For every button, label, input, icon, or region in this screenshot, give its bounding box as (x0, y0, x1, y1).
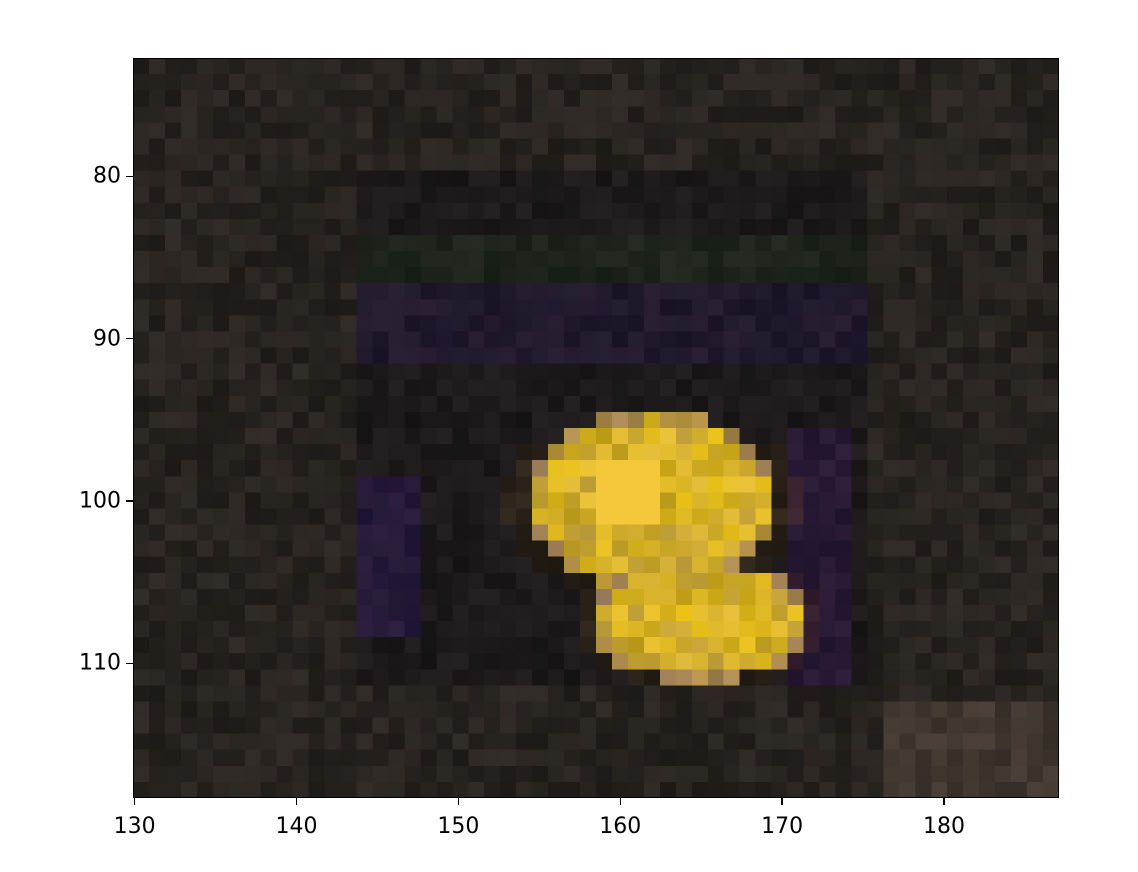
x-tick-mark (781, 798, 783, 805)
x-tick-mark (619, 798, 621, 805)
image-axes (133, 58, 1059, 798)
x-tick-label: 160 (599, 814, 642, 839)
x-tick-mark (295, 798, 298, 805)
y-tick-mark (126, 662, 133, 664)
x-tick-label: 170 (761, 814, 804, 839)
x-tick-label: 140 (275, 814, 318, 839)
y-tick-mark (126, 500, 133, 502)
y-tick-mark (126, 338, 133, 340)
x-tick-label: 130 (113, 814, 156, 839)
x-tick-mark (943, 798, 945, 805)
y-tick-label: 90 (93, 326, 121, 352)
pixelated-flower-image (133, 58, 1059, 798)
x-tick-mark (457, 798, 460, 805)
y-tick-label: 100 (79, 488, 121, 514)
x-tick-mark (133, 798, 136, 805)
y-tick-mark (126, 175, 133, 178)
x-tick-label: 150 (437, 814, 480, 839)
x-tick-label: 180 (923, 814, 966, 839)
y-tick-label: 110 (79, 650, 121, 676)
y-tick-label: 80 (93, 163, 121, 189)
